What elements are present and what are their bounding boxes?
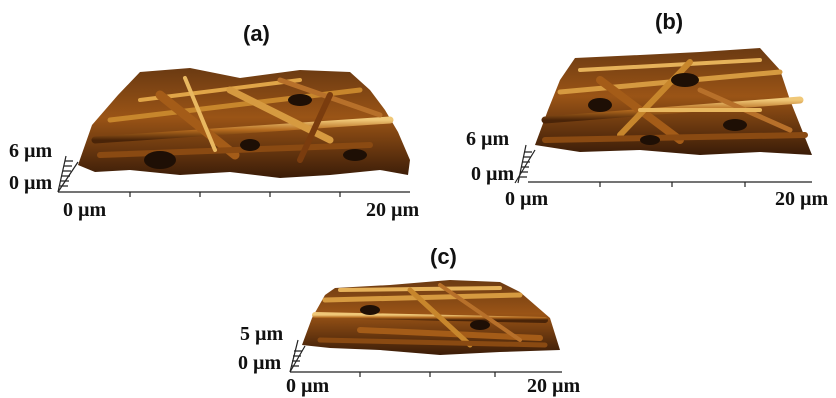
dark-pores-a xyxy=(144,94,367,169)
z-top-label-b: 6 µm xyxy=(466,128,510,150)
dark-pores-c xyxy=(360,305,490,330)
x-end-label-b: 20 µm xyxy=(775,188,829,210)
z-bottom-label-c: 0 µm xyxy=(238,352,282,374)
z-top-label-c: 5 µm xyxy=(240,323,284,345)
z-bottom-label-a: 0 µm xyxy=(9,172,53,194)
dark-pores-b xyxy=(588,73,747,145)
axes-a xyxy=(57,155,410,197)
x-end-label-a: 20 µm xyxy=(366,199,420,221)
x-start-label-b: 0 µm xyxy=(505,188,549,210)
x-start-label-c: 0 µm xyxy=(286,375,330,397)
panel-label-c: (c) xyxy=(430,244,457,269)
x-start-label-a: 0 µm xyxy=(63,199,107,221)
fiber-strands-a xyxy=(91,76,394,163)
fiber-strands-b xyxy=(541,58,808,144)
panel-label-a: (a) xyxy=(243,21,270,46)
axes-b xyxy=(514,144,812,187)
z-top-label-a: 6 µm xyxy=(9,140,53,162)
fiber-strands-c xyxy=(312,283,548,348)
panel-label-b: (b) xyxy=(655,9,684,34)
x-end-label-c: 20 µm xyxy=(527,375,581,397)
axes-c xyxy=(289,339,562,377)
z-bottom-label-b: 0 µm xyxy=(471,163,515,185)
